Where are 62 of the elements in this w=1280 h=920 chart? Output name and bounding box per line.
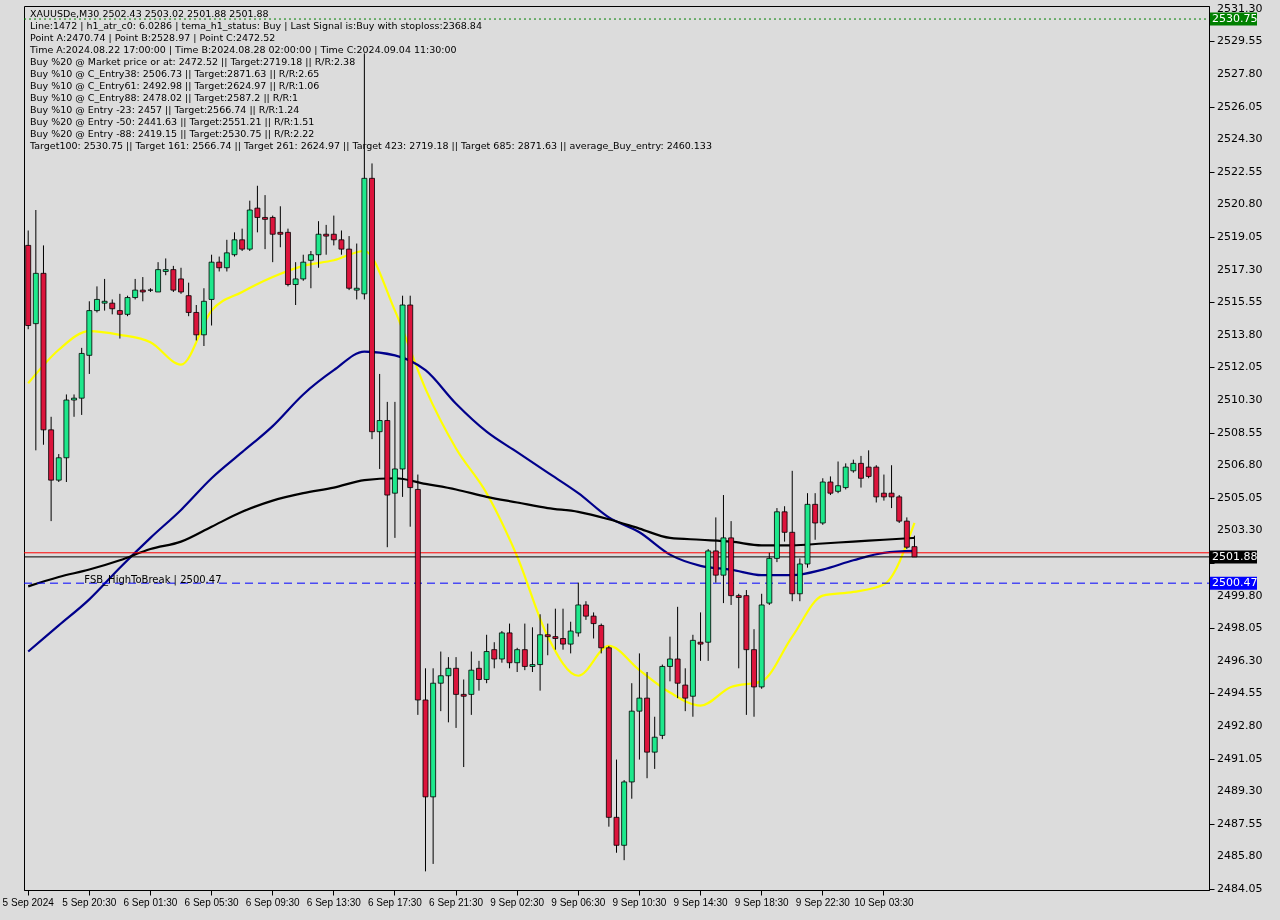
x-tick-label: 9 Sep 02:30 [490,896,545,908]
y-tick-label: 2512.05 [1217,360,1263,374]
y-tick-label: 2522.55 [1217,164,1263,178]
x-tick-label: 9 Sep 10:30 [612,896,667,908]
ref-line-label: 2530.75 [1212,12,1258,26]
y-tick-label: 2499.80 [1217,588,1263,602]
y-tick-label: 2526.05 [1217,99,1263,113]
y-tick-label: 2529.55 [1217,34,1263,48]
annotation: Buy %20 @ Entry -88: 2419.15 || Target:2530.75 || R/R:2.22 [30,128,315,139]
y-tick-label: 2517.30 [1217,262,1263,276]
annotation: Buy %10 @ C_Entry38: 2506.73 || Target:2871.63 || R/R:2.65 [30,68,320,79]
annotation: Time A:2024.08.22 17:00:00 | Time B:2024.08.28 02:00:00 | Time C:2024.09.04 11:30:00 [29,44,457,55]
x-tick-label: 9 Sep 14:30 [673,896,728,908]
x-tick-label: 6 Sep 05:30 [184,896,239,908]
y-tick-label: 2515.55 [1217,295,1263,309]
annotation: Buy %20 @ Entry -50: 2441.63 || Target:2551.21 || R/R:1.51 [30,116,315,127]
candlestick [651,716,658,770]
y-tick-label: 2496.30 [1217,653,1263,667]
annotation: Buy %10 @ Entry -23: 2457 || Target:2566.74 || R/R:1.24 [30,104,300,115]
y-tick-label: 2527.80 [1217,67,1263,80]
x-tick-label: 6 Sep 21:30 [429,896,484,908]
y-tick-label: 2492.80 [1217,719,1263,733]
y-tick-label: 2513.80 [1217,327,1263,341]
ref-line-label: 2500.47 [1212,576,1258,590]
y-tick-label: 2524.30 [1217,132,1263,146]
y-tick-label: 2520.80 [1217,197,1263,211]
candlestick [139,276,146,302]
y-tick-label: 2491.05 [1217,751,1263,765]
y-tick-label: 2519.05 [1217,230,1263,244]
y-tick-label: 2484.05 [1217,882,1263,896]
y-tick-label: 2510.30 [1217,393,1263,407]
annotation: Buy %20 @ Market price or at: 2472.52 || Target:2719.18 || R/R:2.38 [30,56,356,67]
x-tick-label: 9 Sep 06:30 [551,896,606,908]
annotation: XAUUSDe,M30 2502.43 2503.02 2501.88 2501.88 [30,8,269,19]
candlestick [682,667,689,712]
x-tick-label: 5 Sep 2024 [2,896,55,908]
y-tick-label: 2508.55 [1217,425,1263,439]
x-tick-label: 10 Sep 03:30 [854,896,915,908]
x-tick-label: 6 Sep 13:30 [306,896,362,908]
annotation: Buy %10 @ C_Entry61: 2492.98 || Target:2624.97 || R/R:1.06 [30,80,320,91]
x-tick-label: 6 Sep 01:30 [123,896,178,908]
candlestick [155,261,161,293]
x-tick-label: 9 Sep 22:30 [795,896,851,908]
line-series [27,249,916,707]
annotation: Line:1472 | h1_atr_c0: 6.0286 | tema_h1_status: Buy | Last Signal is:Buy with stoploss:2368.84 [30,20,482,31]
x-tick-label: 6 Sep 09:30 [245,896,301,908]
y-tick-label: 2503.30 [1217,523,1263,537]
y-tick-label: 2489.30 [1217,784,1263,798]
y-tick-label: 2505.05 [1217,490,1263,504]
y-tick-label: 2487.55 [1217,816,1263,830]
y-tick-label: 2494.55 [1217,686,1263,700]
y-tick-label: 2531.30 [1217,1,1263,15]
ref-line-label: 2501.88 [1212,549,1258,563]
candlestick [598,623,605,654]
x-tick-label: 6 Sep 17:30 [367,896,423,908]
y-tick-label: 2485.80 [1217,849,1263,863]
y-tick-label: 2506.80 [1217,458,1263,472]
annotation: Buy %10 @ C_Entry88: 2478.02 || Target:2587.2 || R/R:1 [30,92,299,103]
annotation: Point A:2470.74 | Point B:2528.97 | Point C:2472.52 [30,32,276,43]
x-tick-label: 9 Sep 18:30 [734,896,790,908]
y-tick-label: 2498.05 [1217,621,1263,635]
x-tick-label: 5 Sep 20:30 [62,896,117,908]
